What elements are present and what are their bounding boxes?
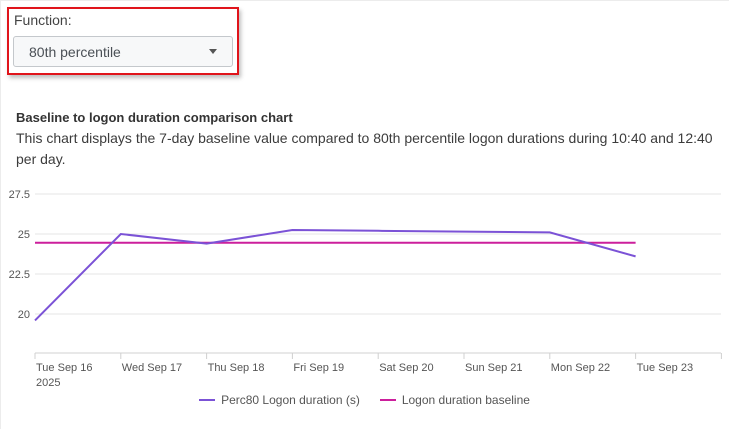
x-tick-year: 2025 [36, 377, 60, 389]
legend-label-perc80: Perc80 Logon duration (s) [221, 393, 360, 407]
y-tick-label: 22.5 [9, 269, 30, 281]
legend-item-perc80[interactable]: Perc80 Logon duration (s) [199, 393, 360, 407]
legend-swatch-baseline [379, 399, 396, 401]
chart-legend: Perc80 Logon duration (s) Logon duration… [0, 393, 729, 407]
function-dropdown-value: 80th percentile [29, 44, 121, 60]
series-perc80-line [34, 228, 636, 322]
caret-down-icon [209, 49, 217, 54]
x-tick-label: Thu Sep 18 [208, 362, 265, 374]
legend-swatch-perc80 [199, 399, 216, 401]
x-tick-label: Wed Sep 17 [122, 362, 182, 374]
x-tick-label: Sat Sep 20 [379, 362, 433, 374]
x-tick-label: Tue Sep 16 [36, 362, 92, 374]
legend-label-baseline: Logon duration baseline [401, 393, 530, 407]
y-tick-label: 27.5 [9, 189, 30, 201]
x-tick-label: Mon Sep 22 [551, 362, 610, 374]
x-tick-label: Tue Sep 23 [637, 362, 693, 374]
legend-item-baseline[interactable]: Logon duration baseline [379, 393, 530, 407]
chart-title: Baseline to logon duration comparison ch… [16, 110, 293, 125]
function-dropdown[interactable]: 80th percentile [13, 36, 233, 67]
function-selector-highlight: Function: 80th percentile [7, 7, 239, 75]
chart-description: This chart displays the 7-day baseline v… [16, 130, 713, 167]
x-tick-label: Sun Sep 21 [465, 362, 523, 374]
y-tick-label: 20 [18, 309, 30, 321]
y-tick-label: 25 [18, 229, 30, 241]
x-tick-label: Fri Sep 19 [293, 362, 344, 374]
function-label: Function: [14, 12, 72, 28]
